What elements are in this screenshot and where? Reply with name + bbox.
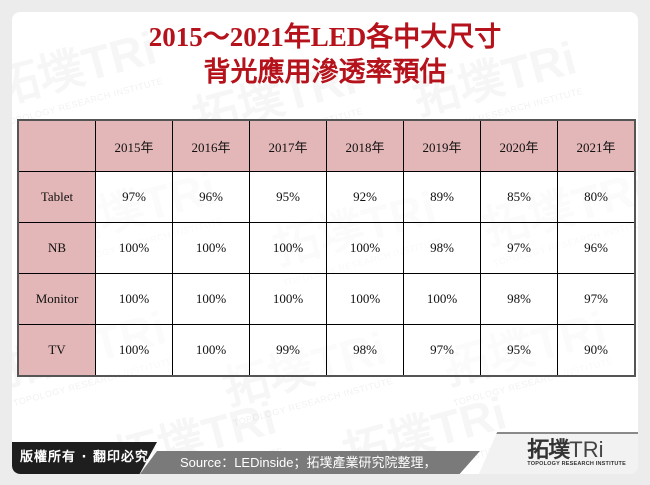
row-header: NB [17, 222, 96, 274]
logo-area: 拓墣TRi TOPOLOGY RESEARCH INSTITUTE [478, 432, 638, 474]
table-row: TV 100% 100% 99% 98% 97% 95% 90% [17, 324, 636, 377]
table-cell: 96% [172, 171, 250, 223]
table-row: NB 100% 100% 100% 100% 98% 97% 96% [17, 222, 636, 274]
table-cell: 98% [326, 324, 404, 377]
column-header: 2020年 [480, 119, 558, 172]
table-cell: 100% [403, 273, 481, 325]
penetration-table-wrap: 2015年 2016年 2017年 2018年 2019年 2020年 2021… [17, 119, 636, 377]
column-header: 2019年 [403, 119, 481, 172]
table-cell: 95% [480, 324, 558, 377]
table-row: Tablet 97% 96% 95% 92% 89% 85% 80% [17, 171, 636, 223]
table-cell: 97% [557, 273, 636, 325]
table-cell: 85% [480, 171, 558, 223]
footer: 版權所有 · 翻印必究 Source：LEDinside；拓墣產業研究院整理，2… [12, 432, 638, 474]
table-cell: 100% [249, 222, 327, 274]
table-cell: 95% [249, 171, 327, 223]
table-cell: 99% [249, 324, 327, 377]
column-header: 2018年 [326, 119, 404, 172]
logo-chinese: 拓墣 [527, 437, 570, 462]
column-header: 2021年 [557, 119, 636, 172]
table-cell: 100% [172, 324, 250, 377]
source-citation: Source：LEDinside；拓墣產業研究院整理，2016/12 [140, 451, 480, 474]
table-cell: 89% [403, 171, 481, 223]
table-cell: 100% [95, 324, 173, 377]
row-header: TV [17, 324, 96, 377]
table-cell: 100% [326, 222, 404, 274]
table-cell: 97% [95, 171, 173, 223]
table-cell: 90% [557, 324, 636, 377]
table-cell: 80% [557, 171, 636, 223]
table-cell: 100% [249, 273, 327, 325]
table-corner-cell [17, 119, 96, 172]
title-line-2: 背光應用滲透率預估 [203, 57, 447, 87]
table-cell: 100% [326, 273, 404, 325]
row-header: Tablet [17, 171, 96, 223]
table-cell: 97% [480, 222, 558, 274]
row-header: Monitor [17, 273, 96, 325]
column-header: 2016年 [172, 119, 250, 172]
logo-tri: TRi [569, 437, 604, 462]
tri-logo: 拓墣TRi TOPOLOGY RESEARCH INSTITUTE [527, 437, 626, 468]
table-cell: 98% [480, 273, 558, 325]
table-cell: 92% [326, 171, 404, 223]
table-cell: 100% [95, 222, 173, 274]
column-header: 2017年 [249, 119, 327, 172]
logo-subtitle: TOPOLOGY RESEARCH INSTITUTE [527, 461, 626, 467]
table-cell: 97% [403, 324, 481, 377]
column-header: 2015年 [95, 119, 173, 172]
table-cell: 100% [95, 273, 173, 325]
penetration-table: 2015年 2016年 2017年 2018年 2019年 2020年 2021… [17, 119, 636, 377]
table-header-row: 2015年 2016年 2017年 2018年 2019年 2020年 2021… [17, 119, 636, 172]
copyright-notice: 版權所有 · 翻印必究 [12, 442, 157, 474]
slide-title: 2015～2021年LED各中大尺寸 背光應用滲透率預估 [12, 20, 638, 90]
table-row: Monitor 100% 100% 100% 100% 100% 98% 97% [17, 273, 636, 325]
table-cell: 96% [557, 222, 636, 274]
table-cell: 98% [403, 222, 481, 274]
table-cell: 100% [172, 273, 250, 325]
table-cell: 100% [172, 222, 250, 274]
title-line-1: 2015～2021年LED各中大尺寸 [148, 22, 502, 52]
